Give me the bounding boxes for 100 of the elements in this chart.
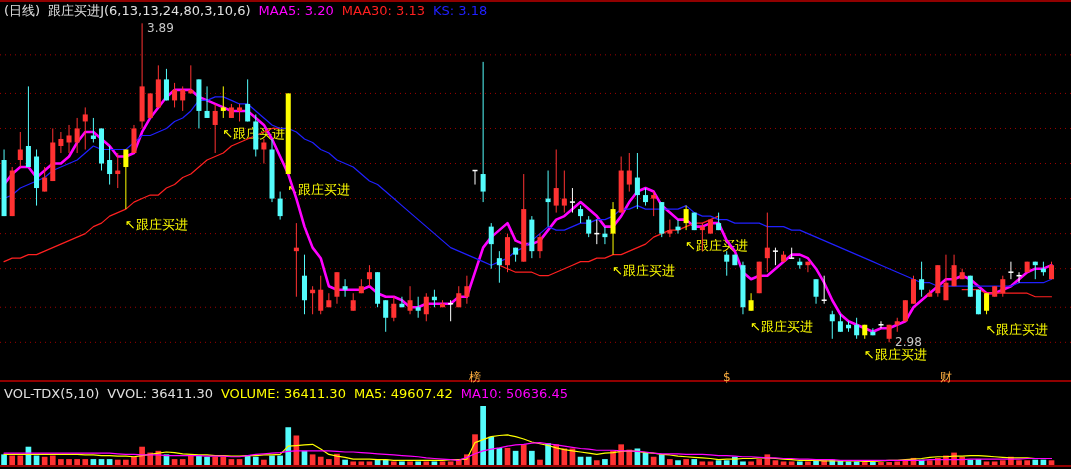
bar <box>269 455 275 465</box>
bar <box>723 460 730 465</box>
bar <box>796 461 803 465</box>
candlestick <box>878 320 884 329</box>
bar <box>683 459 689 465</box>
bar <box>537 459 543 465</box>
bar <box>285 427 292 465</box>
bar <box>585 456 592 465</box>
chart-subtitle: VVOL: 36411.30 <box>107 386 213 401</box>
candlestick <box>180 85 186 112</box>
bar <box>390 461 397 465</box>
bar <box>805 461 811 465</box>
bar <box>1016 460 1022 465</box>
bar <box>415 461 422 465</box>
candlestick <box>537 233 543 259</box>
candlestick <box>667 219 673 238</box>
bar <box>220 456 227 465</box>
bar <box>593 460 600 465</box>
bar <box>699 461 706 465</box>
bar <box>1048 460 1055 465</box>
candlestick <box>42 166 48 193</box>
candlestick <box>553 149 559 214</box>
bar <box>358 461 365 465</box>
bar <box>870 462 876 465</box>
candlestick <box>245 78 251 122</box>
candlestick <box>391 296 397 322</box>
bar <box>431 461 438 465</box>
bar <box>740 461 746 465</box>
bar <box>9 455 16 465</box>
x-tick-label: $ <box>722 369 731 384</box>
bar <box>967 459 974 465</box>
text: MA5: 49607.42 <box>353 386 453 401</box>
candlestick <box>407 285 413 315</box>
bar <box>317 456 324 465</box>
bar <box>309 454 316 465</box>
bar <box>49 455 56 465</box>
bar <box>756 459 763 465</box>
bar <box>187 455 194 465</box>
bar <box>610 450 616 465</box>
candlestick <box>951 254 957 287</box>
x-tick-label: 财 <box>939 369 952 384</box>
candlestick <box>342 278 348 298</box>
bar <box>488 436 495 465</box>
candlestick <box>651 191 657 217</box>
candlestick <box>326 292 332 308</box>
text: ↖跟庄买进 <box>985 322 1049 338</box>
text: KS: 3.18 <box>433 3 488 18</box>
candlestick <box>561 170 567 214</box>
text: VOLUME: 36411.30 <box>220 386 346 401</box>
candlestick <box>204 85 210 119</box>
bar <box>58 459 64 465</box>
bar <box>326 459 332 465</box>
bar <box>196 455 202 465</box>
candlestick <box>261 138 267 165</box>
candlestick <box>683 205 689 231</box>
bar <box>886 462 892 465</box>
bar <box>114 459 121 465</box>
bar <box>748 461 754 465</box>
bar <box>1024 460 1030 465</box>
bar <box>561 448 568 465</box>
candlestick <box>25 85 31 168</box>
bar <box>926 460 933 465</box>
candlestick <box>675 219 681 235</box>
candlestick <box>82 106 88 150</box>
bar <box>131 456 137 465</box>
bar <box>407 461 413 465</box>
candlestick <box>366 264 372 287</box>
bar <box>780 461 787 465</box>
candlestick <box>724 250 730 277</box>
bar <box>983 461 990 465</box>
candlestick <box>984 292 990 315</box>
bar <box>991 461 998 465</box>
bar <box>366 461 373 465</box>
bar <box>261 459 267 465</box>
bar <box>715 460 722 465</box>
text: ↖跟庄买进 <box>750 318 813 334</box>
candlestick <box>74 117 80 154</box>
candlestick <box>496 250 502 284</box>
text: ↖跟庄买进 <box>124 217 188 233</box>
bar <box>342 459 348 465</box>
bar <box>1 454 7 465</box>
candlestick <box>318 275 324 315</box>
candlestick <box>66 124 72 154</box>
text: ↖跟庄买进 <box>863 346 927 362</box>
bar <box>894 461 901 465</box>
text: MAA5: 3.20 <box>258 3 334 18</box>
bar <box>41 456 48 465</box>
bar <box>204 456 210 465</box>
candlestick <box>17 131 23 168</box>
text: MA10: 50636.45 <box>460 386 569 401</box>
candlestick <box>626 152 632 193</box>
bar <box>658 454 665 465</box>
bar <box>529 450 535 465</box>
bar <box>82 459 89 465</box>
bar <box>252 456 259 465</box>
bar <box>1032 459 1039 465</box>
bar <box>447 461 454 465</box>
candlestick <box>488 222 494 270</box>
bar <box>17 455 24 465</box>
text: ↖跟庄买进 <box>612 262 675 278</box>
